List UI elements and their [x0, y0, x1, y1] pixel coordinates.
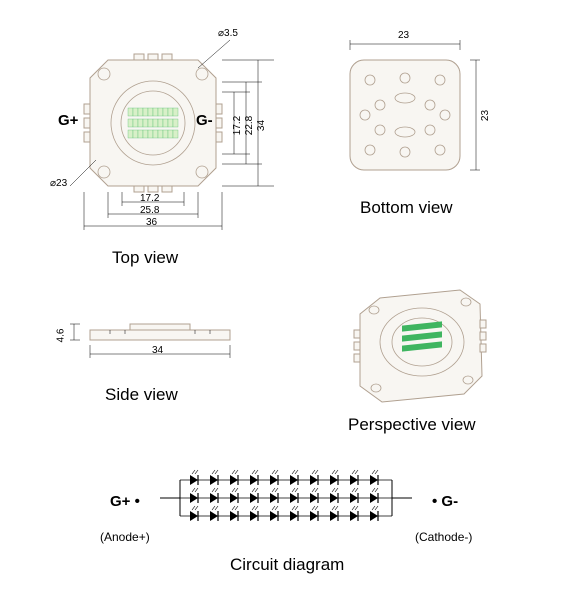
dim-bottom-h: 23	[480, 110, 491, 121]
bottom-view-label: Bottom view	[360, 198, 453, 218]
dim-top-pad-w: 25.8	[140, 205, 159, 216]
dim-top-outer-w: 36	[146, 217, 157, 228]
circuit-diagram-drawing	[140, 460, 460, 560]
dim-chamfer-d: ⌀23	[50, 178, 67, 189]
side-view-label: Side view	[105, 385, 178, 405]
dim-top-inner-w: 17.2	[140, 193, 159, 204]
perspective-view-label: Perspective view	[348, 415, 476, 435]
dim-bottom-w: 23	[398, 30, 409, 41]
top-g-minus: G-	[196, 112, 213, 129]
side-view-drawing	[50, 300, 270, 380]
top-view-drawing	[30, 20, 290, 260]
perspective-view-drawing	[330, 270, 510, 430]
dim-top-lens-d: 17.2	[232, 116, 243, 135]
circuit-g-plus: G+ •	[110, 493, 140, 510]
dim-side-h: 4.6	[55, 329, 66, 343]
cathode-label: (Cathode-)	[415, 530, 472, 544]
circuit-diagram-label: Circuit diagram	[230, 555, 344, 575]
top-view-label: Top view	[112, 248, 178, 268]
circuit-g-minus: • G-	[432, 493, 458, 510]
dim-hole-d: ⌀3.5	[218, 28, 238, 39]
anode-label: (Anode+)	[100, 530, 150, 544]
top-g-plus: G+	[58, 112, 78, 129]
dim-top-ring-d: 22.8	[244, 116, 255, 135]
dim-side-w: 34	[152, 345, 163, 356]
dim-top-outer-h: 34	[256, 120, 267, 131]
